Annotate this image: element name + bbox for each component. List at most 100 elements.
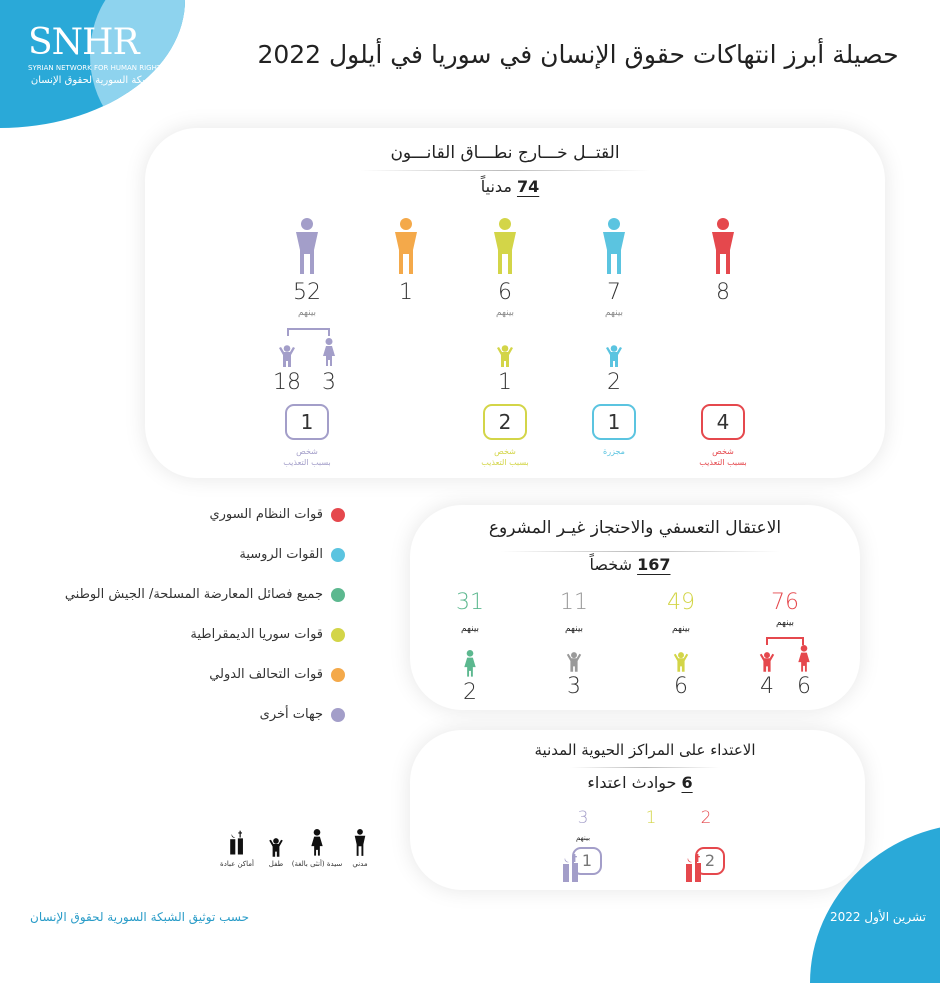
- civilian-icon: [493, 218, 517, 276]
- icon-legend-label: سيدة (أنثى بالغة): [291, 860, 343, 868]
- box-label: بسبب التعذيب: [481, 458, 529, 467]
- legend-item: قوات التحالف الدولي: [209, 667, 345, 682]
- logo-mark: SNHR: [28, 22, 140, 63]
- civilian-icon: [711, 218, 735, 276]
- killed-count: 1: [399, 280, 413, 305]
- among-label: بينهم: [495, 308, 515, 318]
- children-count: 3: [567, 674, 581, 699]
- children-count: 1: [498, 370, 512, 395]
- box-label: شخص: [296, 447, 318, 456]
- detained-count: 49: [667, 590, 695, 615]
- killed-count: 52: [293, 280, 321, 305]
- icon-legend-label: مدني: [352, 860, 368, 868]
- sub-count-box: 1: [592, 404, 636, 440]
- sub-count-box: 4: [701, 404, 745, 440]
- woman-icon: [310, 829, 323, 856]
- legend-item: جهات أخرى: [260, 707, 345, 722]
- detention-card: [410, 505, 860, 710]
- attacks-title: الاعتداء على المراكز الحيوية المدنية: [534, 741, 756, 759]
- worship-places-icon: [229, 829, 244, 855]
- legend-item: جميع فصائل المعارضة المسلحة/ الجيش الوطن…: [65, 587, 345, 602]
- among-label: بينهم: [775, 618, 795, 628]
- killed-count: 7: [607, 280, 621, 305]
- detained-count: 31: [456, 590, 484, 615]
- sub-count-box: 1: [285, 404, 329, 440]
- woman-icon: [322, 338, 336, 366]
- attacks-total-number: 6: [681, 773, 693, 792]
- box-label: شخص: [494, 447, 516, 456]
- women-count: 6: [797, 674, 811, 699]
- bracket: [287, 328, 330, 336]
- logo-subtitle-ar: الشبكة السورية لحقوق الإنسان: [30, 75, 160, 86]
- children-count: 6: [674, 674, 688, 699]
- civilian-icon: [602, 218, 626, 276]
- logo-subtitle-en: SYRIAN NETWORK FOR HUMAN RIGHTS: [28, 64, 166, 72]
- source-note: حسب توثيق الشبكة السورية لحقوق الإنسان: [30, 910, 249, 924]
- box-label: شخص: [712, 447, 734, 456]
- divider: [360, 170, 650, 171]
- legend-item: قوات سوريا الديمقراطية: [190, 627, 345, 642]
- killing-total-unit: مدنياً: [480, 177, 512, 196]
- detention-title: الاعتقال التعسفي والاحتجاز غيـر المشروع: [488, 518, 782, 538]
- legend-label: القوات الروسية: [239, 547, 323, 562]
- box-label: بسبب التعذيب: [283, 458, 331, 467]
- women-count: 2: [463, 680, 477, 705]
- among-label: بينهم: [564, 624, 584, 634]
- among-label: بينهم: [671, 624, 691, 634]
- child-icon: [278, 345, 296, 367]
- women-count: 3: [322, 370, 336, 395]
- legend-dot-icon: [331, 667, 345, 682]
- legend-dot-icon: [331, 507, 345, 522]
- children-count: 18: [273, 370, 301, 395]
- legend-dot-icon: [331, 707, 345, 722]
- bracket: [766, 637, 804, 645]
- attacks-card: [410, 730, 865, 890]
- sub-count-box: 2: [483, 404, 527, 440]
- child-icon: [759, 652, 775, 672]
- child-icon: [605, 345, 623, 367]
- killing-card: [145, 128, 885, 478]
- woman-icon: [463, 650, 476, 677]
- worship-count-box: 1: [572, 847, 602, 875]
- page-title: حصيلة أبرز انتهاكات حقوق الإنسان في سوري…: [257, 40, 899, 69]
- detained-count: 11: [560, 590, 588, 615]
- child-icon: [566, 652, 582, 672]
- child-icon: [268, 838, 283, 857]
- icon-legend-label: طفل: [268, 860, 284, 868]
- children-count: 4: [760, 674, 774, 699]
- box-label: بسبب التعذيب: [699, 458, 747, 467]
- attacks-count: 1: [645, 808, 657, 828]
- killed-count: 8: [716, 280, 730, 305]
- worship-count-box: 2: [695, 847, 725, 875]
- civilian-icon: [394, 218, 418, 276]
- child-icon: [496, 345, 514, 367]
- attacks-total: 6 حوادث اعتداء: [587, 773, 692, 792]
- attacks-count: 2: [700, 808, 712, 828]
- killed-count: 6: [498, 280, 512, 305]
- among-label: بينهم: [604, 308, 624, 318]
- legend-dot-icon: [331, 587, 345, 602]
- killing-total: 74 مدنياً: [481, 177, 539, 196]
- detention-total-unit: شخصاً: [589, 555, 632, 574]
- attacks-total-unit: حوادث اعتداء: [587, 773, 677, 792]
- detained-count: 76: [771, 590, 799, 615]
- legend-dot-icon: [331, 547, 345, 562]
- legend-label: قوات التحالف الدولي: [209, 667, 323, 682]
- legend-label: قوات النظام السوري: [209, 507, 323, 522]
- children-count: 2: [607, 370, 621, 395]
- killing-total-number: 74: [516, 177, 540, 196]
- legend-label: قوات سوريا الديمقراطية: [190, 627, 323, 642]
- legend-label: جهات أخرى: [259, 707, 323, 722]
- detention-total: 167 شخصاً: [590, 555, 671, 574]
- among-label: بينهم: [575, 834, 591, 842]
- report-date: تشرين الأول 2022: [829, 910, 926, 924]
- logo-background: [0, 0, 185, 128]
- detention-total-number: 167: [637, 555, 671, 574]
- box-label: مجزرة: [603, 447, 625, 456]
- civilian-icon: [295, 218, 319, 276]
- legend-item: قوات النظام السوري: [209, 507, 345, 522]
- divider: [570, 767, 720, 768]
- child-icon: [673, 652, 689, 672]
- legend-dot-icon: [331, 627, 345, 642]
- icon-legend-label: أماكن عبادة: [220, 860, 254, 868]
